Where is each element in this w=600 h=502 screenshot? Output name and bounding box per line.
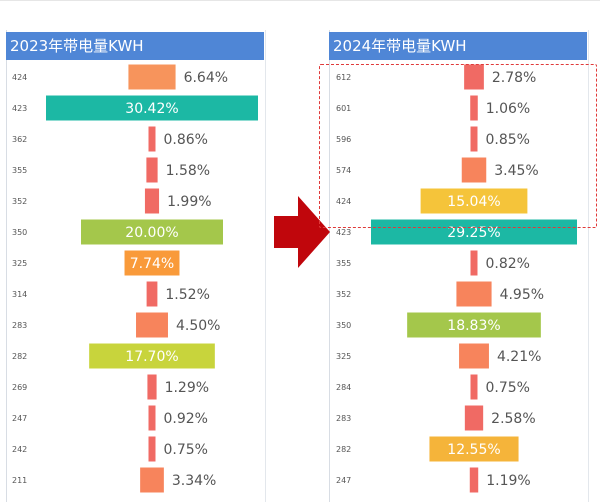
data-label: 1.06% — [486, 101, 530, 117]
bar — [89, 343, 215, 369]
data-label: 0.75% — [486, 380, 530, 396]
category-label: 601 — [336, 104, 351, 113]
bar — [81, 219, 223, 245]
category-label: 424 — [336, 197, 351, 206]
bar — [469, 467, 479, 493]
chart-2023: 424 6.64% 423 30.42% 362 0.86% 355 1.58% 352 1.99… — [12, 64, 258, 493]
bar — [144, 188, 160, 214]
category-label: 352 — [336, 290, 351, 299]
bar — [464, 64, 484, 90]
data-label: 1.99% — [167, 194, 211, 210]
category-label: 314 — [12, 290, 27, 299]
category-label: 355 — [12, 166, 27, 175]
data-label: 4.95% — [500, 287, 544, 303]
data-label: 15.04% — [447, 194, 500, 210]
data-label: 29.25% — [447, 225, 500, 241]
data-label: 1.29% — [165, 380, 209, 396]
data-label: 4.50% — [176, 318, 220, 334]
data-label: 30.42% — [125, 101, 178, 117]
bar — [46, 95, 258, 121]
bar — [147, 374, 157, 400]
category-label: 596 — [336, 135, 351, 144]
bar — [470, 95, 478, 121]
bar — [420, 188, 528, 214]
bar — [470, 250, 478, 276]
data-label: 1.19% — [486, 473, 530, 489]
bar — [459, 343, 489, 369]
category-label: 282 — [336, 445, 351, 454]
bar — [429, 436, 519, 462]
bar — [464, 405, 484, 431]
chart-2024: 612 2.78% 601 1.06% 596 0.85% 574 3.45% 424 15.04… — [336, 64, 577, 493]
data-label: 17.70% — [125, 349, 178, 365]
data-label: 20.00% — [125, 225, 178, 241]
category-label: 350 — [336, 321, 351, 330]
panel-2023 — [6, 30, 266, 502]
category-label: 423 — [12, 104, 27, 113]
category-label: 284 — [336, 383, 351, 392]
category-label: 355 — [336, 259, 351, 268]
category-label: 247 — [336, 476, 351, 485]
category-label: 424 — [12, 73, 27, 82]
category-label: 612 — [336, 73, 351, 82]
panel-2024 — [329, 30, 589, 502]
bar — [470, 126, 478, 152]
data-label: 0.75% — [164, 442, 208, 458]
bar — [124, 250, 180, 276]
chart-title-2024: 2024年带电量KWH — [329, 32, 587, 60]
category-label: 352 — [12, 197, 27, 206]
category-label: 211 — [12, 476, 27, 485]
data-label: 3.45% — [494, 163, 538, 179]
data-label: 2.58% — [491, 411, 535, 427]
category-label: 325 — [12, 259, 27, 268]
data-label: 1.58% — [166, 163, 210, 179]
bar — [148, 126, 156, 152]
category-label: 325 — [336, 352, 351, 361]
category-label: 242 — [12, 445, 27, 454]
chart-title-2023: 2023年带电量KWH — [6, 32, 264, 60]
data-label: 12.55% — [447, 442, 500, 458]
data-label: 3.34% — [172, 473, 216, 489]
data-label: 7.74% — [130, 256, 174, 272]
right-arrow-icon — [274, 196, 330, 272]
data-label: 6.64% — [184, 70, 228, 86]
data-label: 0.82% — [486, 256, 530, 272]
bar — [456, 281, 492, 307]
data-label: 1.52% — [165, 287, 209, 303]
bar — [148, 405, 156, 431]
top-divider — [0, 0, 600, 1]
bar — [148, 436, 156, 462]
bar — [128, 64, 176, 90]
data-label: 18.83% — [447, 318, 500, 334]
bar — [371, 219, 577, 245]
category-label: 283 — [12, 321, 27, 330]
category-label: 247 — [12, 414, 27, 423]
bar — [461, 157, 487, 183]
data-label: 2.78% — [492, 70, 536, 86]
bar — [470, 374, 478, 400]
bar — [140, 467, 164, 493]
category-label: 283 — [336, 414, 351, 423]
category-label: 423 — [336, 228, 351, 237]
bar — [407, 312, 541, 338]
category-label: 350 — [12, 228, 27, 237]
category-label: 269 — [12, 383, 27, 392]
category-label: 282 — [12, 352, 27, 361]
category-label: 574 — [336, 166, 351, 175]
data-label: 4.21% — [497, 349, 541, 365]
bar — [146, 157, 158, 183]
data-label: 0.85% — [486, 132, 530, 148]
bar — [146, 281, 158, 307]
data-label: 0.92% — [164, 411, 208, 427]
data-label: 0.86% — [164, 132, 208, 148]
bar — [136, 312, 168, 338]
highlight-selection-box — [319, 64, 597, 228]
category-label: 362 — [12, 135, 27, 144]
